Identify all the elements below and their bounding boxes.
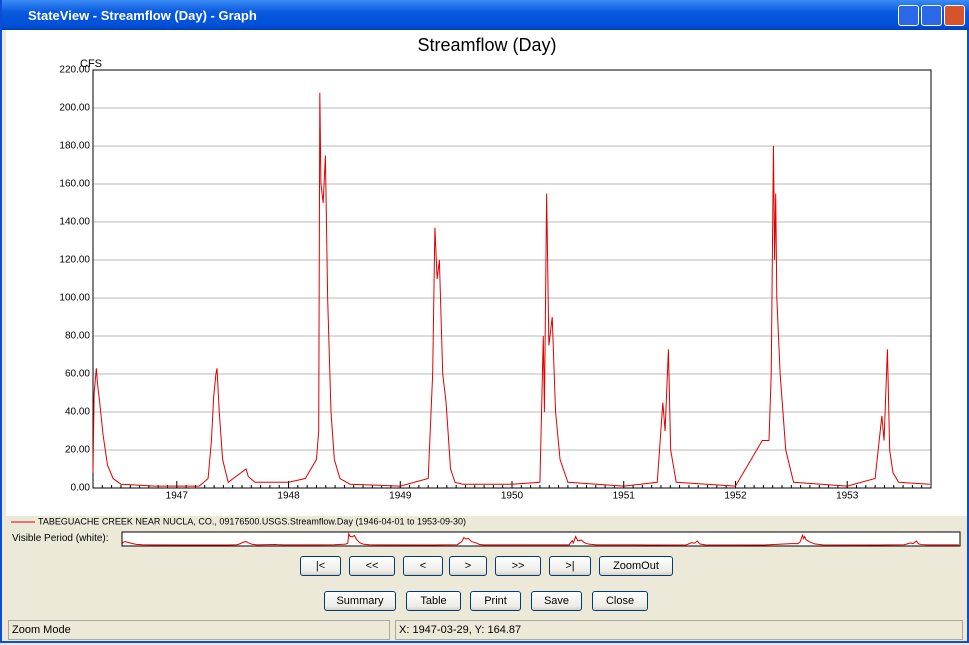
x-tick-label: 1947 [166,491,189,502]
x-tick-label: 1951 [613,491,636,502]
x-tick-label: 1949 [389,491,412,502]
overview-box [121,531,961,547]
button[interactable]: < [403,556,443,576]
overview-line [121,531,959,546]
chart-background [6,30,967,516]
y-tick-label: 20.00 [65,445,90,456]
x-tick-label: 1953 [836,491,859,502]
status-position: X: 1947-03-29, Y: 164.87 [395,620,963,640]
legend-label: TABEGUACHE CREEK NEAR NUCLA, CO., 091765… [38,516,466,526]
maximize-button[interactable] [921,5,942,26]
series-line [92,92,930,487]
button[interactable]: >| [549,556,591,576]
y-tick-label: 120.00 [59,255,90,266]
y-tick-label: 220.00 [59,65,90,76]
y-tick-label: 180.00 [59,141,90,152]
y-tick-label: 0.00 [71,483,91,494]
minimize-button[interactable] [898,5,919,26]
chart-title: Streamflow (Day) [417,35,556,55]
y-tick-label: 160.00 [59,179,90,190]
y-tick-label: 140.00 [59,217,90,228]
button[interactable]: > [449,556,487,576]
button[interactable]: Table [406,591,461,611]
y-tick-label: 40.00 [65,407,90,418]
x-tick-label: 1950 [501,491,524,502]
button[interactable]: Close [592,591,648,611]
button[interactable]: >> [495,556,541,576]
button[interactable]: ZoomOut [599,556,673,576]
y-tick-label: 100.00 [59,293,90,304]
title-bar: StateView - Streamflow (Day) - Graph [2,0,969,30]
y-tick-label: 60.00 [65,369,90,380]
button[interactable]: << [349,556,395,576]
button[interactable]: Save [531,591,582,611]
y-tick-label: 200.00 [59,103,90,114]
close-window-button[interactable] [944,5,965,26]
x-tick-label: 1948 [277,491,300,502]
button[interactable]: Print [470,591,521,611]
y-axis-label: CFS [80,58,102,70]
chart: Streamflow (Day) CFS 0.00 20.00 40.00 60.00… [6,30,967,547]
y-tick-label: 80.00 [65,331,90,342]
window-title: StateView - Streamflow (Day) - Graph [28,8,257,23]
status-mode: Zoom Mode [8,620,390,640]
button[interactable]: Summary [324,591,396,611]
x-tick-label: 1952 [724,491,747,502]
plot-border [92,69,932,489]
button[interactable]: |< [300,556,341,576]
overview-label: Visible Period (white): [12,533,109,544]
